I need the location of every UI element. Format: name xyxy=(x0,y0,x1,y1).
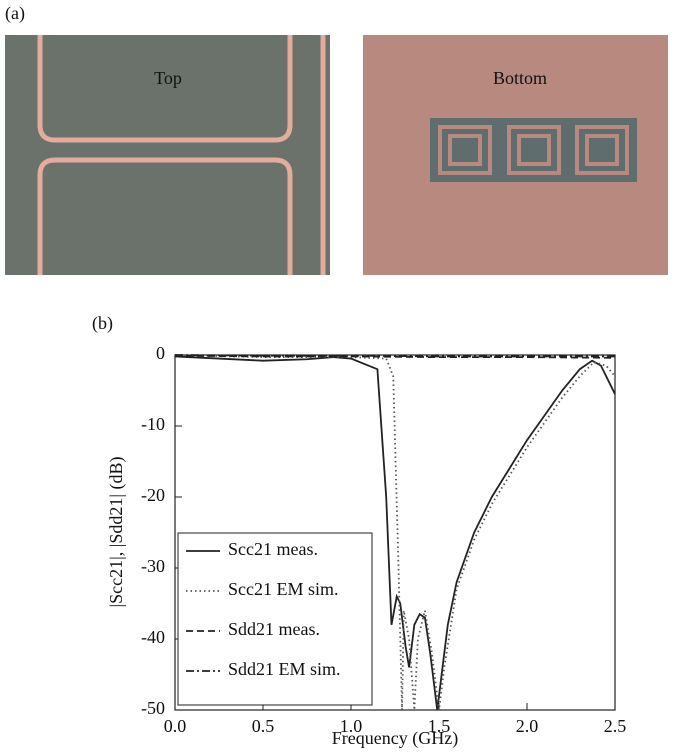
y-tick-label: -40 xyxy=(141,627,165,647)
x-tick-label: 0.0 xyxy=(164,716,187,736)
photo-caption: Top xyxy=(154,68,182,88)
legend-label: Scc21 EM sim. xyxy=(228,579,339,599)
x-tick-label: 0.5 xyxy=(252,716,275,736)
photo-caption: Bottom xyxy=(493,68,547,88)
x-tick-label: 2.0 xyxy=(516,716,539,736)
x-tick-label: 2.5 xyxy=(604,716,627,736)
legend-label: Scc21 meas. xyxy=(228,539,318,559)
panel-label: (a) xyxy=(5,3,25,24)
y-tick-label: -20 xyxy=(141,485,165,505)
panel-label: (b) xyxy=(92,313,113,334)
figure: (a) Top Bottom (b) Frequency (GHz) |Scc2… xyxy=(0,0,695,752)
legend-label: Sdd21 meas. xyxy=(228,619,320,639)
y-axis-label: |Scc21|, |Sdd21| (dB) xyxy=(106,457,127,608)
y-tick-label: -30 xyxy=(141,556,165,576)
y-tick-label: -50 xyxy=(141,698,165,718)
x-tick-label: 1.5 xyxy=(428,716,451,736)
legend-label: Sdd21 EM sim. xyxy=(228,659,341,679)
y-tick-label: 0 xyxy=(156,343,165,363)
y-tick-label: -10 xyxy=(141,414,165,434)
x-tick-label: 1.0 xyxy=(340,716,363,736)
